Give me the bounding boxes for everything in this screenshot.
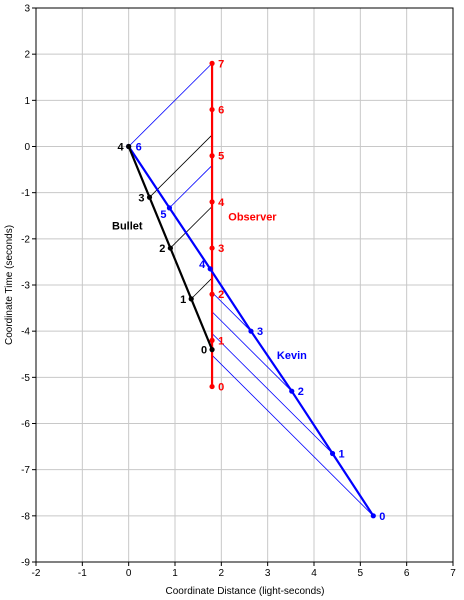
data-point: [209, 199, 215, 205]
point-label: 4: [218, 197, 225, 209]
data-point: [126, 143, 132, 150]
signal-lines: [128, 63, 374, 517]
data-point: [209, 245, 215, 251]
point-label: 4: [118, 142, 125, 154]
signal-line: [170, 206, 213, 249]
y-tick-label: 0: [24, 142, 30, 153]
signal-line: [211, 311, 293, 392]
point-label: 7: [218, 58, 224, 70]
x-tick-label: 4: [311, 568, 317, 579]
data-point: [167, 245, 173, 251]
point-label: 0: [201, 345, 207, 357]
point-label: 5: [218, 151, 224, 163]
point-label: 2: [298, 386, 304, 398]
signal-line: [128, 63, 213, 147]
x-tick-label: 7: [450, 568, 456, 579]
y-tick-label: -1: [21, 188, 30, 199]
x-tick-label: 1: [172, 568, 178, 579]
y-axis-title: Coordinate Time (seconds): [4, 225, 15, 345]
grid: [35, 7, 454, 563]
y-tick-label: 2: [24, 50, 30, 61]
signal-line: [169, 165, 213, 209]
y-tick-label: -8: [21, 511, 30, 522]
x-tick-label: -1: [78, 568, 87, 579]
y-tick-label: -7: [21, 465, 30, 476]
x-axis-title: Coordinate Distance (light-seconds): [166, 586, 325, 597]
point-label: 2: [218, 289, 224, 301]
signal-line: [149, 134, 213, 198]
point-label: 1: [218, 335, 224, 347]
data-point: [248, 328, 254, 334]
signal-line: [211, 333, 333, 454]
point-label: 1: [339, 449, 345, 461]
data-point: [188, 296, 194, 302]
point-label: 3: [138, 192, 144, 204]
y-tick-label: -3: [21, 281, 30, 292]
y-tick-label: -4: [21, 327, 30, 338]
y-tick-label: -9: [21, 558, 30, 569]
point-label: 2: [159, 243, 165, 255]
data-point: [209, 60, 215, 66]
point-label: 6: [218, 105, 224, 117]
plot-border: [35, 7, 454, 563]
x-tick-label: 3: [265, 568, 271, 579]
data-point: [146, 194, 153, 200]
point-label: 6: [136, 142, 142, 154]
y-tick-label: 3: [24, 4, 30, 15]
data-point: [209, 347, 215, 353]
data-point: [209, 153, 215, 159]
data-point: [207, 266, 213, 272]
y-tick-label: 1: [24, 96, 30, 107]
x-tick-label: 6: [404, 568, 410, 579]
y-tick-label: -2: [21, 234, 30, 245]
signal-line: [211, 292, 252, 332]
series-label-observer: Observer: [228, 211, 277, 223]
data-point: [370, 513, 376, 519]
data-point: [209, 383, 215, 390]
data-point: [289, 388, 295, 394]
y-tick-label: -6: [21, 419, 30, 430]
point-label: 3: [257, 326, 263, 338]
point-label: 3: [218, 243, 224, 255]
data-point: [209, 337, 215, 343]
data-point: [166, 205, 173, 211]
x-tick-label: 2: [219, 568, 225, 579]
point-label: 0: [379, 511, 385, 523]
signal-line: [211, 354, 374, 517]
point-label: 5: [160, 209, 166, 221]
point-label: 0: [218, 382, 224, 394]
x-tick-label: 0: [126, 568, 132, 579]
series-label-kevin: Kevin: [277, 350, 307, 362]
data-point: [209, 106, 215, 113]
point-label: 1: [180, 294, 186, 306]
x-tick-label: -2: [32, 568, 41, 579]
data-point: [329, 450, 336, 457]
series-label-bullet: Bullet: [112, 221, 143, 233]
signal-line: [190, 277, 213, 300]
y-tick-label: -5: [21, 373, 30, 384]
x-tick-label: 5: [358, 568, 364, 579]
data-point: [209, 291, 215, 297]
point-label: 4: [199, 259, 206, 271]
